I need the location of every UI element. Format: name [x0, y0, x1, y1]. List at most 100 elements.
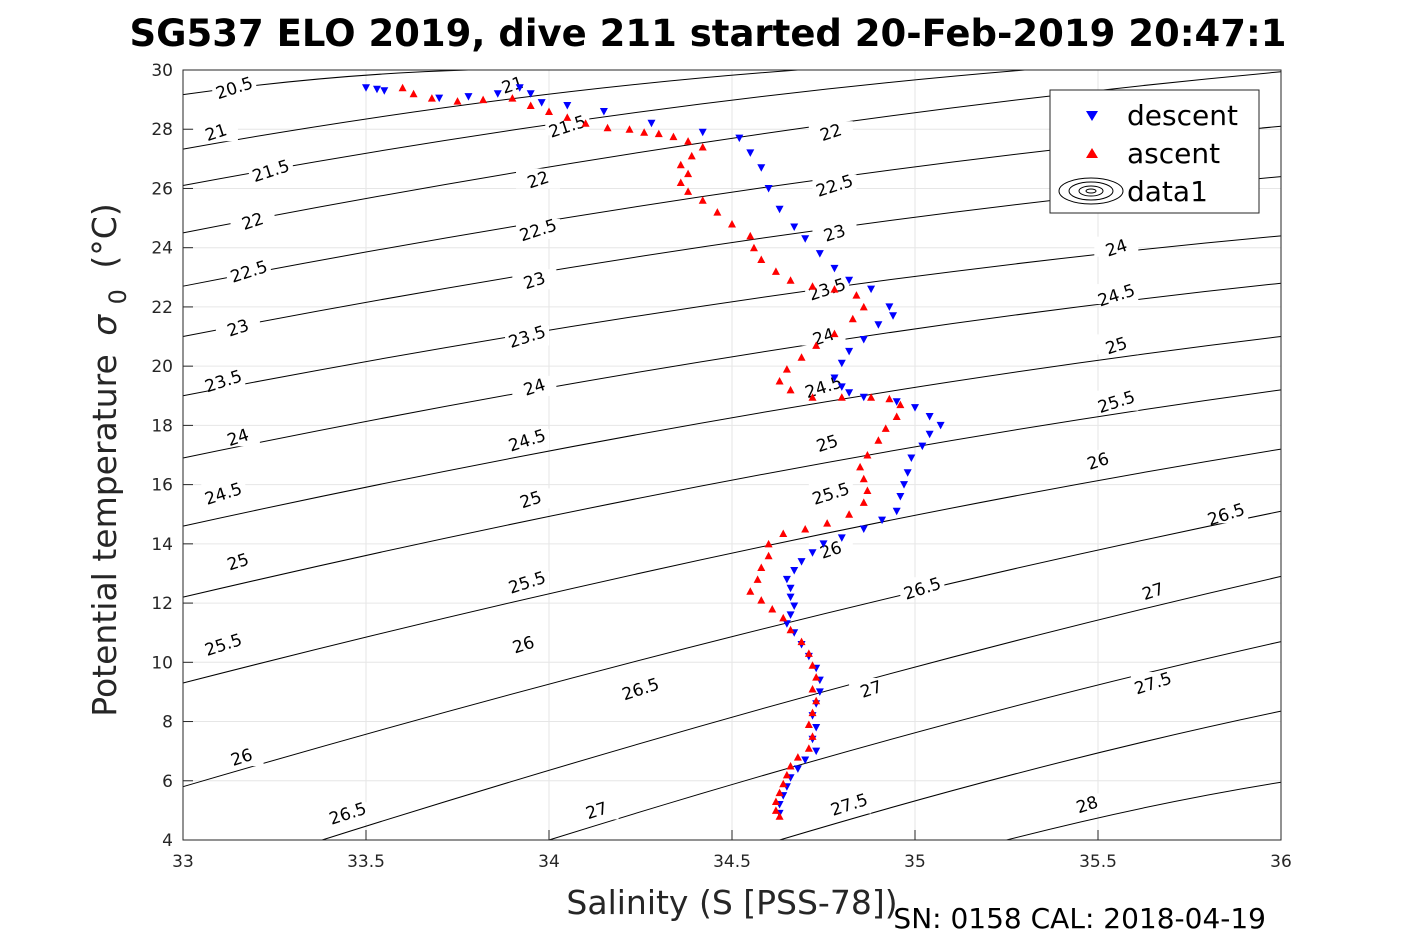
isopycnal-label-bg [805, 278, 850, 299]
legend-item-descent: descent [1086, 99, 1238, 132]
descent-point [464, 93, 473, 101]
x-tick-label: 33 [172, 852, 194, 872]
isopycnal-label-bg [212, 76, 257, 97]
descent-point [764, 184, 773, 193]
ascent-point [859, 498, 868, 506]
ascent-point [892, 412, 901, 420]
ascent-point [771, 806, 780, 814]
descent-point [793, 765, 802, 773]
ascent-point [771, 797, 780, 805]
isopycnal-label-bg [230, 210, 275, 231]
ascent-point [749, 243, 758, 252]
descent-point [936, 421, 945, 430]
ascent-point [687, 151, 696, 160]
isopycnal-label: 25 [215, 550, 260, 575]
legend-item-data1: data1 [1058, 175, 1208, 208]
descent-point [867, 285, 876, 294]
ascent-point [804, 744, 813, 752]
x-tick-label: 34 [538, 852, 560, 872]
ascent-point [603, 123, 612, 132]
descent-point [757, 164, 766, 172]
descent-point [859, 336, 868, 344]
isopycnal-label-bg [201, 369, 246, 390]
ascent-point [793, 753, 802, 761]
descent-point [735, 134, 744, 143]
isopycnal-label-bg [812, 221, 857, 242]
isopycnal-label: 24 [215, 425, 260, 451]
ascent-point [797, 353, 806, 361]
descent-point [900, 481, 909, 489]
ascent-point [786, 761, 795, 770]
ascent-point [859, 302, 868, 311]
isopycnal-label-bg [505, 325, 550, 346]
ascent-point [779, 613, 788, 622]
isopycnal-label-bg [805, 432, 850, 453]
ascent-point [852, 291, 861, 299]
descent-point [845, 347, 854, 356]
ascent-point [768, 605, 777, 613]
legend-label-ascent: ascent [1127, 137, 1220, 170]
ascent-point [808, 708, 817, 717]
descent-point [830, 264, 839, 273]
descent-point [435, 94, 444, 103]
descent-point [845, 276, 854, 285]
isopycnal-line-22 [182, 71, 1282, 234]
ascent-point [775, 788, 784, 797]
data-series [362, 83, 945, 820]
descent-point [859, 393, 868, 402]
ascent-point [782, 365, 791, 373]
descent-point [599, 107, 608, 116]
y-tick-label: 8 [162, 713, 173, 733]
descent-point [647, 119, 656, 128]
ascent-point [804, 649, 813, 657]
y-tick-label: 12 [151, 594, 173, 614]
descent-point [380, 87, 389, 95]
descent-point [790, 602, 799, 611]
ascent-point [746, 587, 755, 595]
isopycnal-label-bg [193, 121, 238, 142]
descent-point [362, 84, 370, 92]
isopycnal-label: 21.5 [248, 156, 293, 187]
isopycnal-label-bg [248, 159, 293, 180]
ascent-point [896, 400, 905, 409]
isopycnal-label-bg [808, 121, 853, 142]
isopycnal-label-bg [325, 802, 370, 823]
descent-point [775, 205, 784, 214]
isopycnal-label-bg [827, 793, 872, 814]
ascent-point [801, 525, 810, 533]
ascent-point [830, 329, 839, 338]
descent-point [782, 620, 791, 628]
ascent-point [885, 394, 894, 403]
ascent-point [757, 596, 766, 604]
ascent-point [863, 486, 872, 495]
descent-point [790, 223, 799, 231]
ascent-point [874, 436, 883, 444]
y-axis-label-main: Potential temperature [85, 354, 124, 716]
descent-point [830, 374, 839, 382]
isopycnal-label-bg [1065, 793, 1110, 814]
ascent-point [779, 779, 788, 788]
isopycnal-label-bg [505, 571, 550, 592]
ascent-point [856, 462, 865, 471]
descent-point [372, 85, 381, 94]
ascent-point [728, 220, 736, 228]
isopycnal-label-bg [545, 115, 590, 136]
descent-point [797, 558, 806, 566]
isopycnal-label: 28 [1065, 793, 1110, 818]
x-tick-label: 35 [904, 852, 926, 872]
isopycnal-label-bg [226, 260, 271, 281]
descent-point [837, 534, 846, 542]
ascent-point [479, 95, 488, 104]
y-axis: 4 6 8 10 12 14 16 18 20 22 24 26 28 30 [151, 61, 193, 851]
isopycnal-label: 23 [215, 316, 260, 341]
isopycnal-label: 26 [1076, 449, 1120, 475]
ascent-point [859, 474, 868, 483]
isopycnal-label-bg [849, 677, 894, 698]
ascent-point [427, 94, 436, 102]
isopycnal-label-bg [508, 488, 553, 509]
ascent-point [676, 160, 685, 169]
isopycnal-label-bg [512, 375, 557, 396]
isopycnal-line-28 [1006, 781, 1282, 841]
isopycnal-label: 26 [501, 633, 546, 658]
x-axis-label: Salinity (S [PSS-78]) [566, 883, 897, 922]
